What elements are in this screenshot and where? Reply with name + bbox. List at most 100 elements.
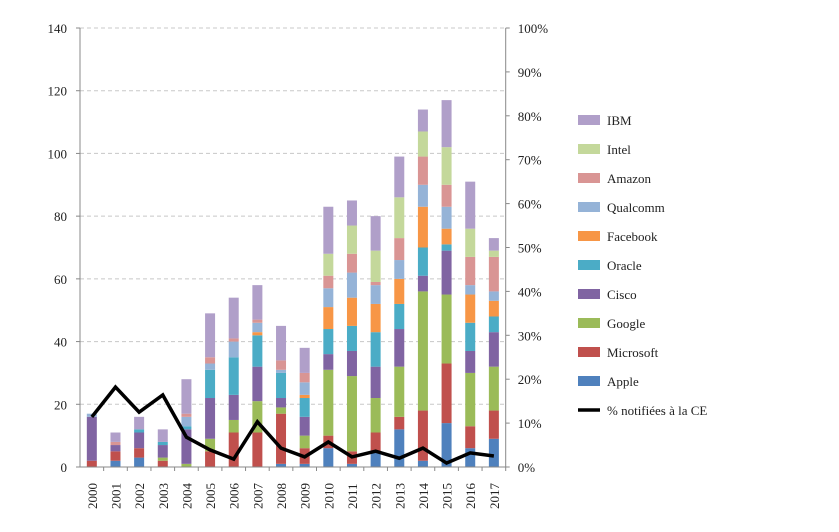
bar-oracle-2009 xyxy=(300,398,310,417)
y-tick-label: 120 xyxy=(48,84,68,99)
bar-google-2013 xyxy=(394,367,404,417)
bar-amazon-2005 xyxy=(205,357,215,363)
bar-ibm-2004 xyxy=(181,379,191,413)
bar-cisco-2011 xyxy=(347,351,357,376)
bar-intel-2011 xyxy=(347,226,357,254)
bar-amazon-2014 xyxy=(418,157,428,185)
bar-qualcomm-2008 xyxy=(276,370,286,373)
legend-label-facebook: Facebook xyxy=(607,229,658,244)
bar-ibm-2006 xyxy=(229,298,239,339)
y2-tick-label: 100% xyxy=(518,21,549,36)
legend-swatch-oracle xyxy=(578,260,600,270)
bar-microsoft-2013 xyxy=(394,417,404,430)
y2-tick-label: 10% xyxy=(518,416,542,431)
bar-facebook-2015 xyxy=(442,229,452,245)
x-tick-label: 2007 xyxy=(250,483,265,510)
y-tick-label: 60 xyxy=(54,272,67,287)
bar-qualcomm-2007 xyxy=(252,323,262,332)
y2-tick-label: 60% xyxy=(518,197,542,212)
bar-microsoft-2015 xyxy=(442,364,452,424)
bar-cisco-2002 xyxy=(134,433,144,449)
bar-ibm-2007 xyxy=(252,285,262,319)
bar-microsoft-2000 xyxy=(87,461,97,467)
y-tick-label: 0 xyxy=(61,460,68,475)
bar-facebook-2017 xyxy=(489,301,499,317)
legend-label-percent-line: % notifiées à la CE xyxy=(607,403,707,418)
y-tick-label: 100 xyxy=(48,146,68,161)
bar-qualcomm-2012 xyxy=(371,285,381,304)
bar-facebook-2012 xyxy=(371,304,381,332)
bar-qualcomm-2016 xyxy=(465,285,475,294)
legend-label-oracle: Oracle xyxy=(607,258,642,273)
bar-amazon-2009 xyxy=(300,373,310,382)
bar-intel-2012 xyxy=(371,251,381,282)
bar-intel-2010 xyxy=(323,254,333,276)
bar-cisco-2009 xyxy=(300,417,310,436)
legend-label-qualcomm: Qualcomm xyxy=(607,200,665,215)
bar-qualcomm-2010 xyxy=(323,288,333,307)
y2-tick-label: 0% xyxy=(518,460,536,475)
bar-amazon-2008 xyxy=(276,360,286,369)
bar-qualcomm-2009 xyxy=(300,382,310,395)
bar-google-2012 xyxy=(371,398,381,432)
bar-apple-2014 xyxy=(418,461,428,467)
bar-cisco-2014 xyxy=(418,276,428,292)
x-tick-label: 2009 xyxy=(298,483,313,509)
bar-oracle-2008 xyxy=(276,373,286,398)
y-tick-label: 20 xyxy=(54,397,67,412)
bar-qualcomm-2015 xyxy=(442,207,452,229)
bar-facebook-2007 xyxy=(252,332,262,335)
bar-intel-2013 xyxy=(394,197,404,238)
bar-oracle-2006 xyxy=(229,357,239,395)
bar-oracle-2016 xyxy=(465,323,475,351)
legend-swatch-ibm xyxy=(578,115,600,125)
bar-ibm-2017 xyxy=(489,238,499,251)
bar-amazon-2016 xyxy=(465,257,475,285)
legend-label-google: Google xyxy=(607,316,646,331)
bar-microsoft-2014 xyxy=(418,411,428,461)
legend-swatch-qualcomm xyxy=(578,202,600,212)
bar-qualcomm-2011 xyxy=(347,273,357,298)
bar-qualcomm-2014 xyxy=(418,185,428,207)
y2-tick-label: 20% xyxy=(518,372,542,387)
bar-cisco-2001 xyxy=(110,445,120,451)
bar-facebook-2016 xyxy=(465,295,475,323)
bar-amazon-2007 xyxy=(252,320,262,323)
bar-facebook-2013 xyxy=(394,279,404,304)
bar-microsoft-2001 xyxy=(110,451,120,460)
bar-intel-2016 xyxy=(465,229,475,257)
bar-facebook-2011 xyxy=(347,298,357,326)
legend-swatch-apple xyxy=(578,376,600,386)
bar-google-2017 xyxy=(489,367,499,411)
x-tick-label: 2011 xyxy=(345,483,360,509)
bar-ibm-2011 xyxy=(347,200,357,225)
bar-cisco-2003 xyxy=(158,445,168,458)
bar-microsoft-2017 xyxy=(489,411,499,439)
bar-apple-2001 xyxy=(110,461,120,467)
bar-microsoft-2012 xyxy=(371,433,381,452)
bar-cisco-2006 xyxy=(229,395,239,420)
bar-apple-2002 xyxy=(134,458,144,467)
bar-intel-2017 xyxy=(489,251,499,257)
legend-label-cisco: Cisco xyxy=(607,287,637,302)
bar-oracle-2005 xyxy=(205,370,215,398)
bar-ibm-2010 xyxy=(323,207,333,254)
bar-cisco-2008 xyxy=(276,398,286,407)
x-tick-label: 2006 xyxy=(227,483,242,510)
bar-cisco-2000 xyxy=(87,417,97,461)
bar-oracle-2002 xyxy=(134,429,144,432)
bar-ibm-2002 xyxy=(134,417,144,430)
bar-google-2015 xyxy=(442,295,452,364)
x-tick-label: 2013 xyxy=(392,483,407,509)
bar-facebook-2010 xyxy=(323,307,333,329)
bar-ibm-2014 xyxy=(418,110,428,132)
bar-ibm-2008 xyxy=(276,326,286,360)
bar-amazon-2004 xyxy=(181,414,191,417)
bar-qualcomm-2013 xyxy=(394,260,404,279)
x-tick-label: 2008 xyxy=(274,483,289,509)
x-tick-label: 2014 xyxy=(416,483,431,510)
legend-swatch-intel xyxy=(578,144,600,154)
x-tick-label: 2016 xyxy=(463,483,478,510)
x-tick-label: 2004 xyxy=(179,483,194,510)
